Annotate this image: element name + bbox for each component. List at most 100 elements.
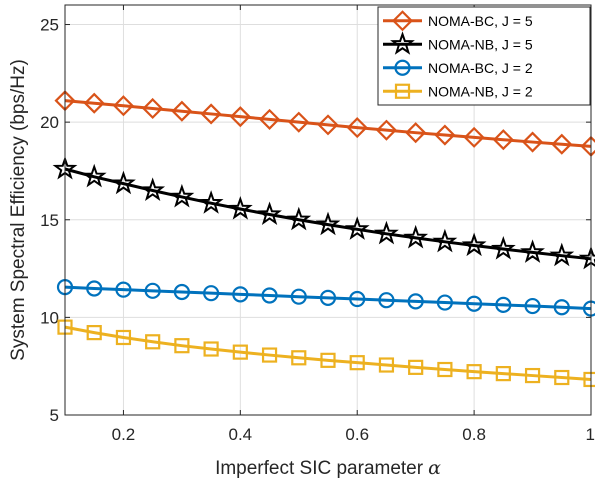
data-point (112, 95, 135, 117)
data-point (520, 239, 545, 263)
data-point (173, 283, 190, 301)
legend-marker (391, 10, 414, 32)
data-point (317, 114, 339, 136)
data-point (466, 295, 483, 312)
data-point (378, 292, 395, 309)
x-tick-label: 0.6 (345, 425, 369, 444)
legend-item: NOMA-BC, J = 5 (383, 10, 533, 32)
data-point (349, 355, 365, 371)
data-point (551, 133, 573, 155)
legend-marker (390, 31, 415, 55)
x-tick-label: 0.2 (112, 425, 136, 444)
y-tick-label: 5 (50, 406, 59, 425)
legend-marker (394, 59, 411, 76)
legend-label: NOMA-NB, J = 2 (428, 83, 533, 99)
data-point (521, 131, 544, 153)
legend-label: NOMA-NB, J = 5 (428, 36, 533, 52)
data-point (203, 285, 220, 302)
legend-item: NOMA-BC, J = 2 (383, 59, 533, 76)
y-axis-label: System Spectral Efficiency (bps/Hz) (8, 59, 29, 361)
data-point (145, 334, 161, 350)
data-point (140, 177, 166, 202)
data-point (495, 296, 512, 313)
y-tick-label: 25 (40, 16, 59, 35)
x-tick-label: 1 (586, 425, 595, 444)
data-point (461, 232, 487, 257)
data-point (524, 367, 541, 384)
data-point (111, 170, 136, 195)
y-tick-label: 15 (40, 211, 59, 230)
data-point (408, 359, 424, 375)
data-point (171, 100, 193, 122)
data-point (286, 206, 312, 231)
legend-item: NOMA-NB, J = 5 (383, 31, 533, 55)
data-point (437, 361, 453, 378)
data-point (83, 92, 105, 114)
data-point (495, 366, 511, 382)
data-point (549, 242, 575, 267)
x-axis-label: Imperfect SIC parameter α (215, 457, 441, 479)
data-point (229, 106, 251, 128)
data-point (200, 103, 222, 125)
series-0 (54, 90, 595, 157)
legend-box (377, 6, 591, 106)
data-point (174, 338, 190, 354)
series-line (64, 285, 592, 311)
data-point (198, 190, 224, 214)
data-point (405, 122, 427, 144)
data-point (232, 344, 248, 360)
data-point (232, 286, 249, 303)
data-point (554, 369, 570, 386)
data-point (142, 97, 164, 120)
data-point (346, 117, 368, 139)
data-point (374, 220, 399, 245)
data-point (227, 195, 253, 220)
series-line (64, 325, 592, 381)
data-point (403, 224, 429, 249)
legend-marker (394, 83, 411, 99)
data-point (492, 129, 514, 151)
data-point (319, 289, 337, 306)
data-point (258, 108, 281, 130)
data-point (524, 297, 541, 315)
y-tick-label: 20 (40, 113, 59, 132)
plot-frame (64, 4, 592, 416)
data-point (407, 293, 424, 310)
data-point (432, 228, 458, 253)
data-point (349, 290, 366, 308)
y-axis-ticks: 5 10 15 20 25 (40, 16, 591, 425)
data-point (115, 329, 132, 346)
series-line (64, 167, 592, 261)
data-point (463, 126, 485, 148)
x-axis-label-symbol: α (428, 457, 441, 479)
legend: NOMA-BC, J = 5 NOMA-NB, J = 5 NOMA-BC, J =… (377, 6, 591, 106)
data-point (344, 216, 370, 240)
data-point (553, 299, 570, 316)
data-point (290, 288, 307, 305)
data-point (261, 287, 278, 304)
data-point (261, 347, 278, 363)
data-point (288, 111, 310, 133)
legend-item: NOMA-NB, J = 2 (383, 83, 533, 99)
x-axis-ticks: 0.2 0.4 0.6 0.8 1 (112, 5, 595, 444)
legend-label: NOMA-BC, J = 2 (428, 60, 533, 76)
x-axis-label-text: Imperfect SIC parameter (215, 458, 424, 479)
series-line (64, 99, 592, 148)
x-tick-label: 0.8 (462, 425, 486, 444)
legend-label: NOMA-BC, J = 5 (428, 13, 533, 29)
data-point (378, 357, 395, 373)
data-point (144, 282, 161, 299)
data-point (86, 280, 103, 297)
series-2 (56, 279, 595, 317)
data-point (466, 364, 482, 380)
data-point (490, 236, 516, 260)
data-point (115, 281, 132, 298)
y-tick-label: 10 (40, 308, 59, 327)
data-point (169, 183, 195, 208)
data-point (86, 325, 102, 341)
data-point (81, 163, 107, 188)
data-point (203, 341, 219, 357)
data-point (257, 201, 282, 226)
data-point (375, 119, 398, 141)
